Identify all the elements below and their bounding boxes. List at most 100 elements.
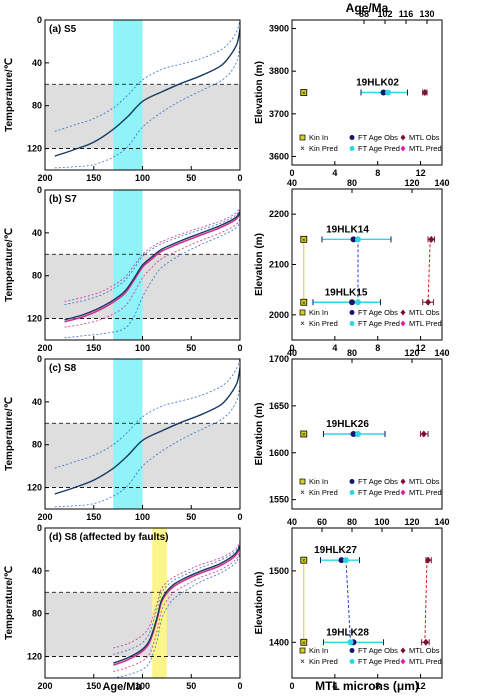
x-tick-label: 0 — [237, 173, 242, 183]
x-tick-label: 200 — [37, 681, 52, 691]
legend-kin-pred-marker: × — [300, 657, 305, 666]
legend-ft-obs-marker — [349, 479, 355, 484]
top-x-tick-label: 88 — [359, 9, 369, 19]
legend-mtl-pred-label: MTL Pred — [409, 319, 442, 328]
elevation-panel-3: 1550 1600 1650 1700 Elevation (m) 40 80 120 140 ×… — [254, 348, 450, 510]
sample-label: 19HLK14 — [326, 224, 369, 235]
thermal-panel-3: 200 150 100 50 0 0 40 80 120 (c) S8 Temperature/℃ — [4, 354, 243, 522]
y-tick-label: 40 — [32, 228, 42, 238]
bottom-x-tick-label: 8 — [375, 343, 380, 353]
legend-kin-pred-marker: × — [300, 319, 305, 328]
top-x-tick-label: 120 — [404, 178, 419, 188]
sample-label: 19HLK26 — [326, 419, 369, 430]
y-axis-title: Temperature/℃ — [4, 228, 15, 302]
x-tick-label: 150 — [86, 173, 101, 183]
bottom-x-tick-label: 8 — [375, 168, 380, 178]
elevation-panel-1: 3600 3700 3800 3900 Elevation (m) 88 102 116 130… — [254, 9, 443, 178]
legend-kin-in-label: Kin In — [309, 477, 328, 486]
time-window-highlight — [113, 359, 143, 509]
y-tick-label: 0 — [37, 354, 42, 364]
top-x-tick-label: 116 — [399, 9, 414, 19]
legend-ft-pred-label: FT Age Pred — [358, 144, 400, 153]
x-tick-label: 50 — [186, 681, 196, 691]
y-tick-label: 2100 — [269, 260, 289, 270]
top-x-tick-label: 130 — [419, 9, 434, 19]
legend-mtl-pred-label: MTL Pred — [409, 657, 442, 666]
legend-ft-obs-label: FT Age Obs — [358, 133, 398, 142]
bottom-x-tick-label: 8 — [375, 681, 380, 691]
best-fit-path — [54, 28, 241, 157]
mtl-pred-link — [424, 560, 428, 643]
legend-kin-pred-label: Kin Pred — [309, 319, 338, 328]
y-tick-label: 1600 — [269, 448, 289, 458]
x-tick-label: 100 — [135, 681, 150, 691]
top-x-tick-label: 140 — [434, 348, 449, 358]
ft-age-pred-point — [343, 557, 349, 564]
y-axis-title: Elevation (m) — [254, 572, 265, 635]
top-x-tick-label: 140 — [434, 178, 449, 188]
top-x-tick-label: 80 — [347, 178, 357, 188]
legend-mtl-obs-label: MTL Obs — [409, 477, 440, 486]
top-x-tick-label: 40 — [287, 178, 297, 188]
panel-frame — [291, 527, 443, 679]
y-tick-label: 80 — [32, 101, 42, 111]
legend-ft-pred-label: FT Age Pred — [358, 657, 400, 666]
top-x-tick-label: 40 — [287, 348, 297, 358]
y-tick-label: 120 — [27, 314, 42, 324]
panel-frame — [291, 188, 443, 341]
envelope-outer-lower — [64, 221, 241, 339]
y-tick-label: 0 — [37, 523, 42, 533]
legend-ft-pred-label: FT Age Pred — [358, 488, 400, 497]
legend-kin-pred-label: Kin Pred — [309, 488, 338, 497]
mtl-obs-point — [422, 638, 429, 646]
top-x-tick-label: 102 — [377, 9, 392, 19]
top-x-tick-label: 80 — [347, 517, 357, 527]
y-axis-title: Temperature/℃ — [4, 397, 15, 471]
best-fit-path — [64, 211, 241, 321]
x-tick-label: 50 — [186, 343, 196, 353]
mtl-obs-point — [421, 89, 428, 96]
ft-age-obs-point — [349, 299, 355, 306]
best-fit-path-magenta — [113, 546, 241, 666]
legend: Kin In × Kin Pred FT Age Obs FT Age Pred MTL … — [299, 308, 442, 328]
kin-pred-point: × — [302, 91, 306, 97]
mtl-obs-point — [428, 235, 435, 243]
panel-label: (b) S7 — [49, 194, 77, 205]
sample-label: 19HLK02 — [356, 78, 399, 89]
mtl-obs-point — [425, 298, 432, 306]
thermal-panel-2: 200 150 100 50 0 0 40 80 120 (b) S7 Temperature/℃ — [4, 185, 243, 353]
ft-age-pred-point — [355, 236, 361, 243]
panel-label: (c) S8 — [49, 363, 77, 374]
kin-pred-point: × — [302, 433, 306, 439]
mtl-obs-point — [420, 430, 427, 438]
top-x-tick-label: 100 — [374, 517, 389, 527]
y-tick-label: 1550 — [269, 495, 289, 505]
legend-kin-in-marker — [299, 134, 306, 141]
legend-ft-obs-label: FT Age Obs — [358, 477, 398, 486]
legend-mtl-obs-marker — [400, 134, 406, 141]
y-tick-label: 40 — [32, 397, 42, 407]
legend: Kin In × Kin Pred FT Age Obs FT Age Pred MTL … — [299, 646, 442, 666]
x-tick-label: 100 — [135, 173, 150, 183]
x-tick-label: 150 — [86, 512, 101, 522]
top-x-tick-label: 40 — [287, 517, 297, 527]
legend-kin-pred-marker: × — [300, 144, 305, 153]
y-tick-label: 2000 — [269, 310, 289, 320]
y-tick-label: 120 — [27, 652, 42, 662]
kin-pred-point: × — [302, 238, 306, 244]
x-tick-label: 0 — [237, 343, 242, 353]
ft-pred-link — [345, 560, 351, 643]
legend-mtl-obs-label: MTL Obs — [409, 646, 440, 655]
best-fit-path — [113, 544, 241, 664]
envelope-inner-upper — [64, 209, 241, 305]
x-tick-label: 150 — [86, 681, 101, 691]
y-tick-label: 1400 — [269, 637, 289, 647]
y-tick-label: 3800 — [269, 66, 289, 76]
y-tick-label: 80 — [32, 609, 42, 619]
legend-ft-pred-marker — [349, 659, 355, 664]
x-tick-label: 200 — [37, 173, 52, 183]
panel-label: (a) S5 — [49, 24, 77, 35]
x-tick-label: 200 — [37, 343, 52, 353]
x-tick-label: 50 — [186, 512, 196, 522]
legend-ft-obs-marker — [349, 135, 355, 140]
